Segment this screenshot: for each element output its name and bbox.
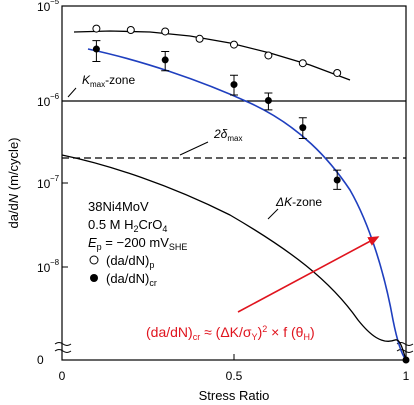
p-data-point <box>195 34 204 43</box>
p-series-markers <box>92 24 342 77</box>
p-data-point <box>264 51 273 60</box>
y-tick-label-1e-8: 10 <box>37 261 51 275</box>
legend-label-p: (da/dN)p <box>106 253 154 270</box>
legend-marker-open <box>89 255 99 265</box>
y-tick-label-zero: 0 <box>37 353 44 367</box>
cr-data-point <box>264 96 272 104</box>
y-tick-label-1e-8-exp: −8 <box>50 258 60 267</box>
plot-frame <box>61 5 407 361</box>
y-tick-label-1e-6: 10 <box>37 95 51 109</box>
solution-label: 0.5 M H2CrO4 <box>88 217 167 234</box>
y-tick-label-1e-6-exp: −6 <box>50 92 60 101</box>
cr-data-point <box>333 176 341 184</box>
kmax-zone-label: Kmax-zone <box>82 73 135 89</box>
x-axis-title: Stress Ratio <box>199 388 270 403</box>
p-data-point <box>92 24 101 33</box>
cr-end-point <box>402 356 410 364</box>
cr-data-point <box>230 81 238 89</box>
potential-label: Ep = −200 mVSHE <box>88 235 187 252</box>
cr-data-point <box>161 56 169 64</box>
cr-data-point <box>299 124 307 132</box>
equation-arrow <box>237 236 380 313</box>
cr-model-curve <box>87 48 407 361</box>
cr-data-point <box>92 45 100 53</box>
delta-k-zone-arrow <box>267 208 279 220</box>
p-data-point <box>161 27 170 36</box>
axis-break-left <box>54 342 72 353</box>
equation-label: (da/dN)cr ≈ (ΔK/σY)2 × f (θH) <box>146 324 315 342</box>
legend-marker-filled <box>90 274 98 282</box>
y-tick-marks <box>62 5 68 268</box>
cr-series-markers <box>92 40 410 364</box>
p-data-point <box>333 68 342 77</box>
material-label: 38Ni4MoV <box>88 199 149 214</box>
p-data-point <box>230 40 238 49</box>
delta-k-zone-label: ΔK-zone <box>275 195 322 209</box>
x-tick-label-0.5: 0.5 <box>226 369 243 383</box>
y-tick-label-1e-7: 10 <box>37 177 51 191</box>
x-tick-label-1: 1 <box>403 369 410 383</box>
y-tick-label-1e-7-exp: −7 <box>50 174 60 183</box>
y-tick-label-1e-5: 10 <box>37 0 51 14</box>
two-delta-max-label: 2δmax <box>213 127 242 143</box>
p-data-point <box>298 59 307 68</box>
y-axis-title: da/dN (m/cycle) <box>6 137 21 228</box>
two-delta-max-arrow <box>179 141 209 156</box>
x-tick-label-0: 0 <box>59 369 66 383</box>
p-data-point <box>126 25 135 34</box>
delta-k-zone-curve <box>61 154 407 361</box>
kmax-zone-arrow <box>67 87 77 98</box>
legend-label-cr: (da/dN)cr <box>106 271 157 288</box>
y-tick-label-1e-5-exp: −5 <box>50 0 60 6</box>
